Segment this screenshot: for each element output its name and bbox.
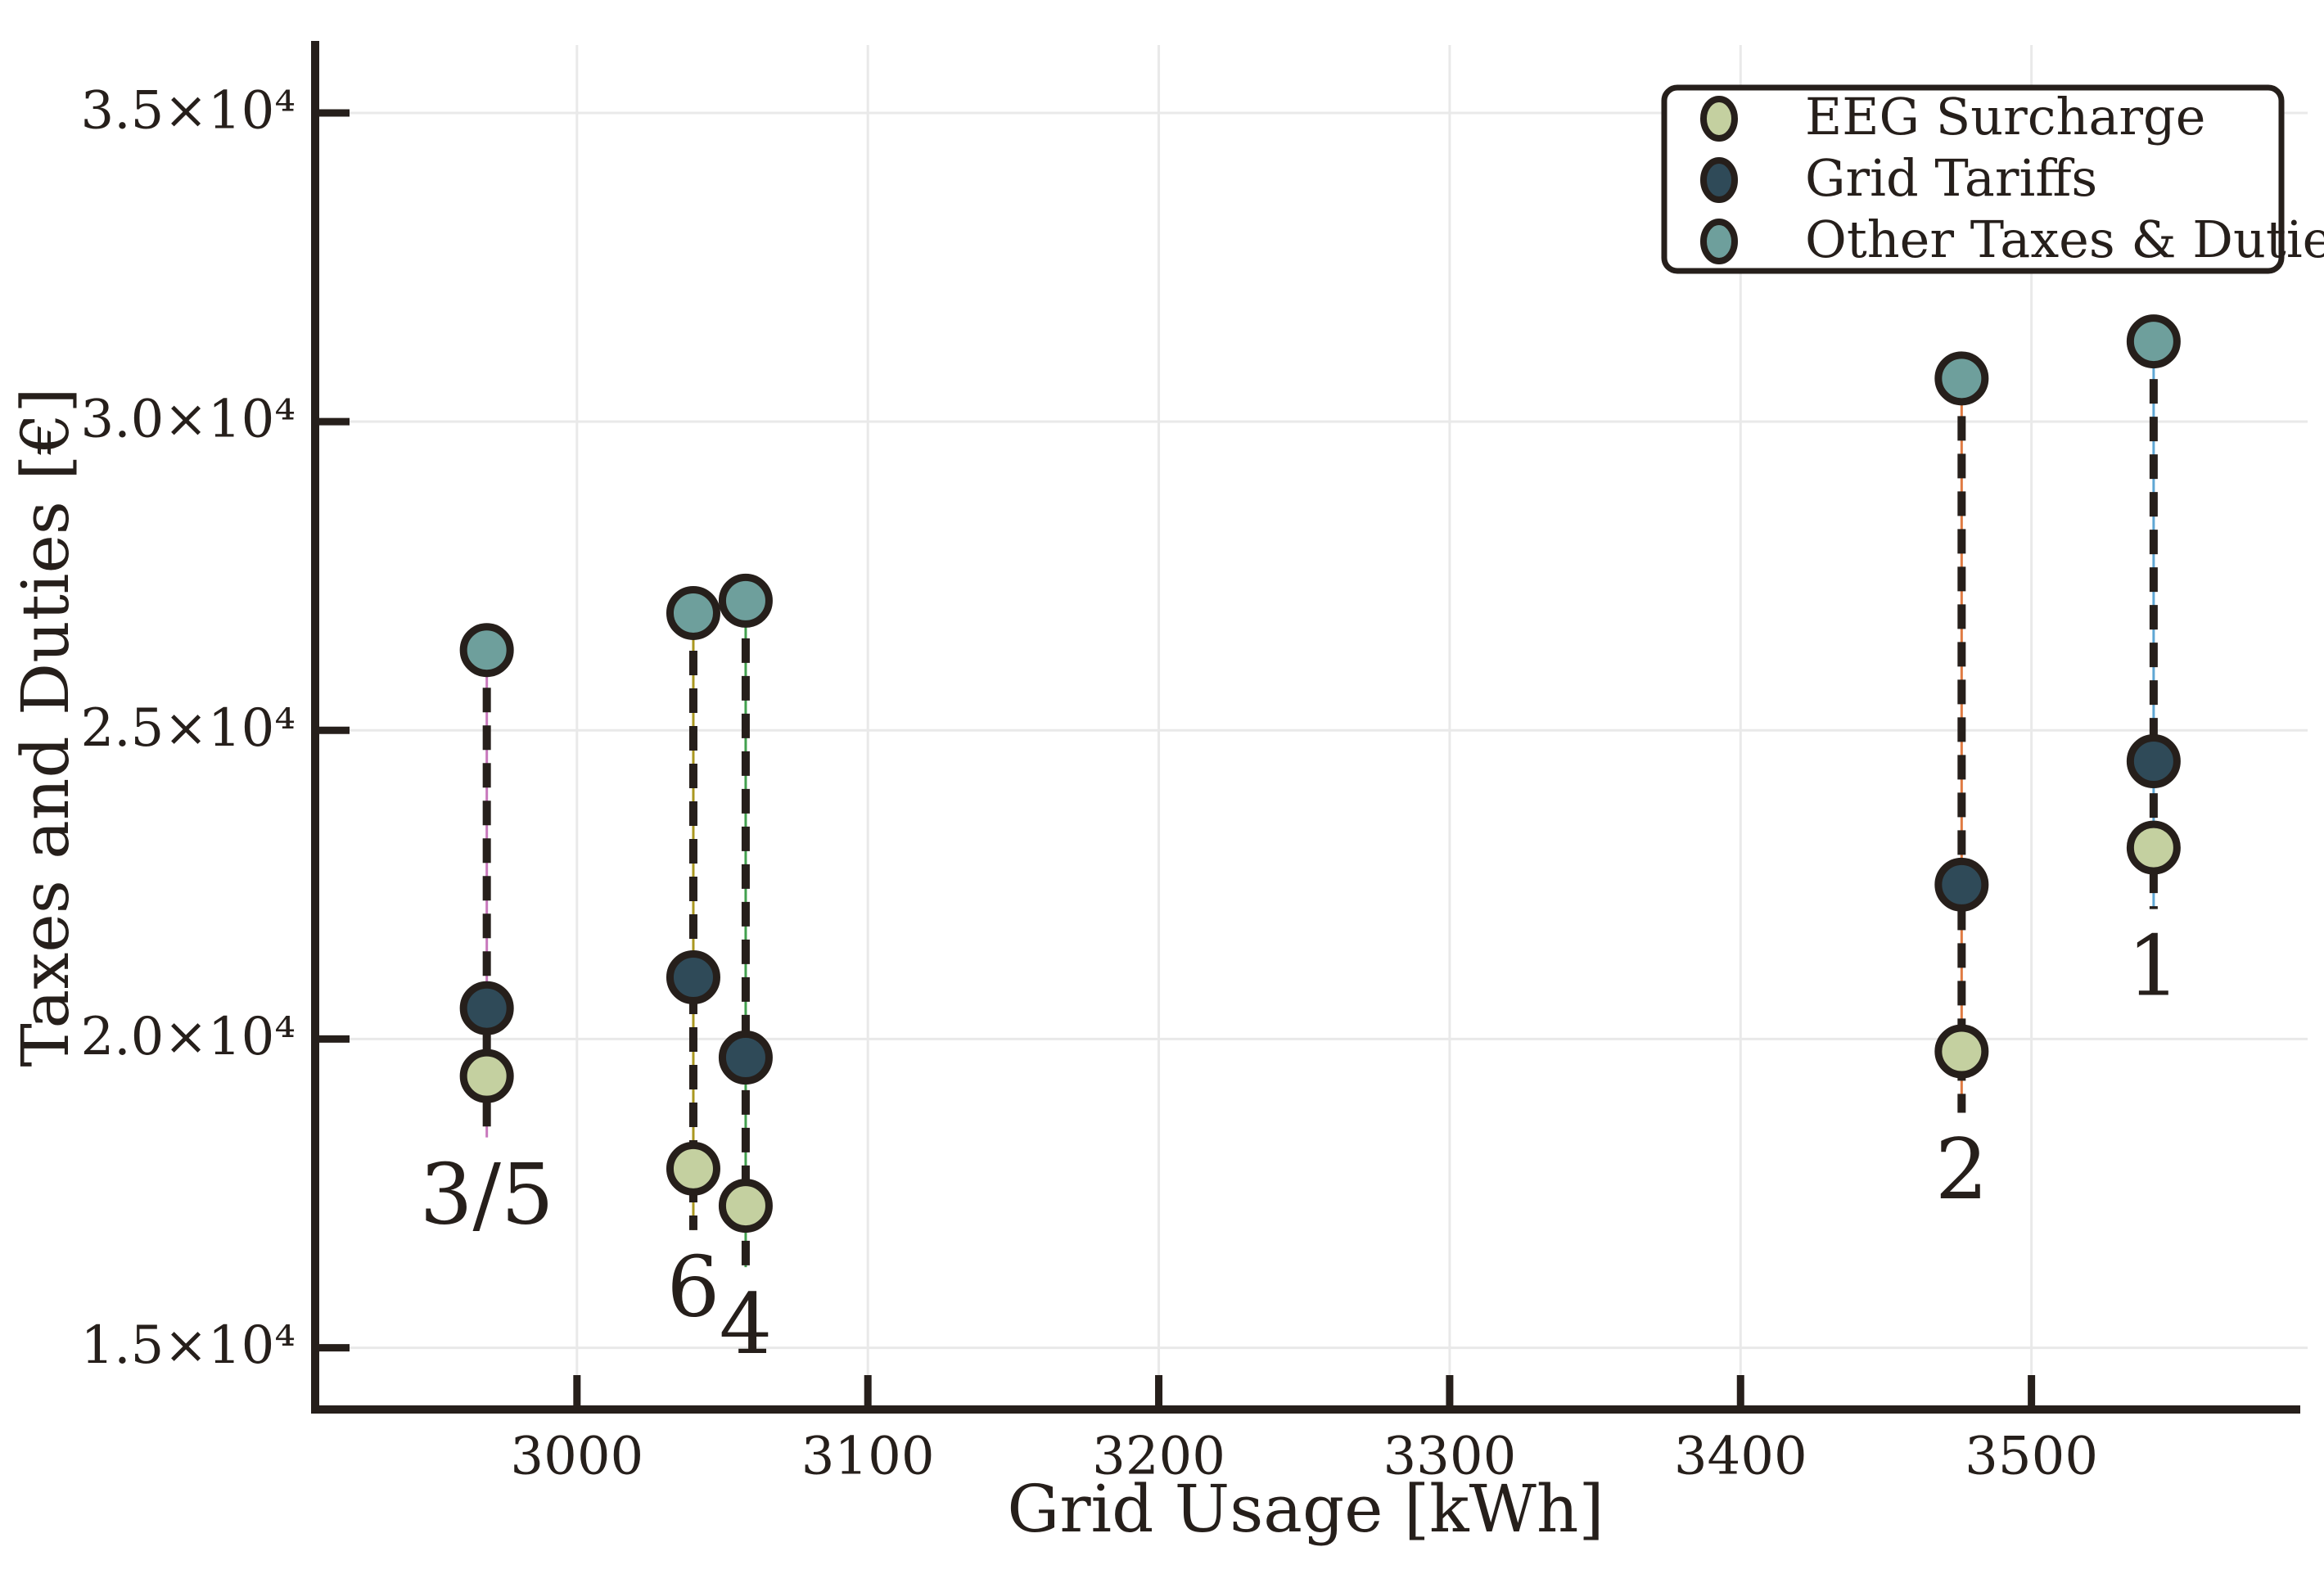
scenario-group: 3/5	[420, 623, 554, 1243]
data-point-other	[718, 573, 773, 628]
x-tick-label: 3400	[1674, 1427, 1807, 1487]
legend-item: Other Taxes & Duties	[1700, 210, 2324, 269]
data-point-eeg	[459, 1049, 514, 1103]
y-tick-label: 3.5×10⁴	[81, 80, 296, 141]
data-point-grid	[1934, 857, 1989, 912]
data-point-other	[666, 585, 720, 640]
data-point-other	[1934, 351, 1989, 406]
legend-item: Grid Tariffs	[1700, 148, 2097, 208]
data-point-other	[2126, 314, 2181, 369]
scenario-label: 2	[1935, 1121, 1988, 1219]
y-tick-label: 1.5×10⁴	[81, 1315, 296, 1376]
y-tick-label: 3.0×10⁴	[81, 390, 296, 450]
x-tick-label: 3100	[801, 1427, 935, 1487]
data-point-eeg	[2126, 820, 2181, 875]
tick-marks	[315, 109, 2036, 1409]
legend-box	[1661, 84, 2285, 274]
data-point-eeg	[1934, 1024, 1989, 1079]
y-tick-label: 2.0×10⁴	[81, 1007, 296, 1067]
data-point-grid	[2126, 733, 2181, 788]
data-point-eeg	[718, 1179, 773, 1233]
data-point-eeg	[666, 1141, 720, 1196]
x-tick-label: 3000	[510, 1427, 643, 1487]
legend-marker-icon	[1700, 219, 1738, 264]
x-axis-title: Grid Usage [kWh]	[1007, 1471, 1604, 1547]
y-axis-title: Taxes and Duties [€]	[7, 387, 83, 1067]
data-point-other	[459, 623, 514, 678]
data-point-grid	[718, 1031, 773, 1085]
legend-item-label: Other Taxes & Duties	[1805, 210, 2324, 269]
scenario-group: 4	[718, 573, 773, 1373]
x-tick-label: 3200	[1092, 1427, 1225, 1487]
scenario-label: 6	[667, 1239, 720, 1337]
legend-item-label: Grid Tariffs	[1805, 148, 2097, 208]
data-point-grid	[666, 949, 720, 1004]
data-point-grid	[459, 981, 514, 1035]
scenario-group: 2	[1934, 351, 1989, 1219]
scenario-label: 4	[719, 1276, 772, 1373]
scenario-group: 6	[666, 585, 720, 1337]
legend-item-label: EEG Surcharge	[1805, 87, 2205, 147]
x-tick-label: 3500	[1965, 1427, 2098, 1487]
legend-marker-icon	[1700, 96, 1738, 142]
scenario-group: 1	[2126, 314, 2181, 1015]
scenario-label: 3/5	[420, 1146, 554, 1243]
x-tick-label: 3300	[1383, 1427, 1516, 1487]
legend-marker-icon	[1700, 157, 1738, 203]
legend-item: EEG Surcharge	[1700, 87, 2205, 147]
scenario-label: 1	[2127, 918, 2180, 1015]
y-tick-label: 2.5×10⁴	[81, 698, 296, 759]
